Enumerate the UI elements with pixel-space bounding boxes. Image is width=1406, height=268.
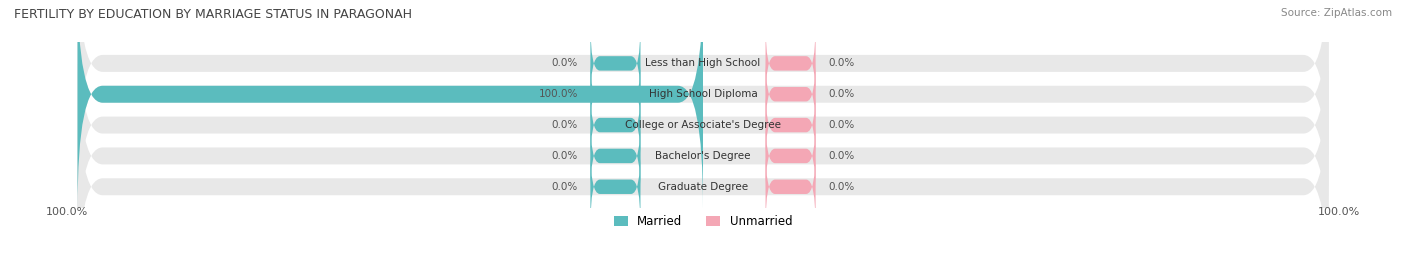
Text: High School Diploma: High School Diploma bbox=[648, 89, 758, 99]
Text: Source: ZipAtlas.com: Source: ZipAtlas.com bbox=[1281, 8, 1392, 18]
FancyBboxPatch shape bbox=[77, 41, 1329, 268]
FancyBboxPatch shape bbox=[591, 86, 641, 164]
Legend: Married, Unmarried: Married, Unmarried bbox=[609, 210, 797, 232]
FancyBboxPatch shape bbox=[77, 72, 1329, 268]
FancyBboxPatch shape bbox=[591, 24, 641, 102]
Text: 0.0%: 0.0% bbox=[551, 120, 578, 130]
FancyBboxPatch shape bbox=[765, 86, 815, 164]
Text: College or Associate's Degree: College or Associate's Degree bbox=[626, 120, 780, 130]
Text: Less than High School: Less than High School bbox=[645, 58, 761, 68]
FancyBboxPatch shape bbox=[765, 24, 815, 102]
Text: FERTILITY BY EDUCATION BY MARRIAGE STATUS IN PARAGONAH: FERTILITY BY EDUCATION BY MARRIAGE STATU… bbox=[14, 8, 412, 21]
FancyBboxPatch shape bbox=[765, 117, 815, 195]
Text: 0.0%: 0.0% bbox=[828, 182, 855, 192]
FancyBboxPatch shape bbox=[77, 0, 1329, 209]
FancyBboxPatch shape bbox=[591, 148, 641, 226]
Text: 100.0%: 100.0% bbox=[538, 89, 578, 99]
FancyBboxPatch shape bbox=[765, 55, 815, 133]
Text: 0.0%: 0.0% bbox=[551, 58, 578, 68]
FancyBboxPatch shape bbox=[765, 148, 815, 226]
Text: 0.0%: 0.0% bbox=[551, 182, 578, 192]
Text: 0.0%: 0.0% bbox=[828, 151, 855, 161]
Text: 0.0%: 0.0% bbox=[828, 58, 855, 68]
Text: 100.0%: 100.0% bbox=[46, 207, 89, 217]
FancyBboxPatch shape bbox=[591, 117, 641, 195]
Text: Bachelor's Degree: Bachelor's Degree bbox=[655, 151, 751, 161]
Text: Graduate Degree: Graduate Degree bbox=[658, 182, 748, 192]
FancyBboxPatch shape bbox=[77, 0, 703, 209]
Text: 100.0%: 100.0% bbox=[1317, 207, 1360, 217]
FancyBboxPatch shape bbox=[591, 55, 641, 133]
FancyBboxPatch shape bbox=[77, 0, 1329, 178]
FancyBboxPatch shape bbox=[77, 10, 1329, 240]
Text: 0.0%: 0.0% bbox=[551, 151, 578, 161]
Text: 0.0%: 0.0% bbox=[828, 89, 855, 99]
Text: 0.0%: 0.0% bbox=[828, 120, 855, 130]
